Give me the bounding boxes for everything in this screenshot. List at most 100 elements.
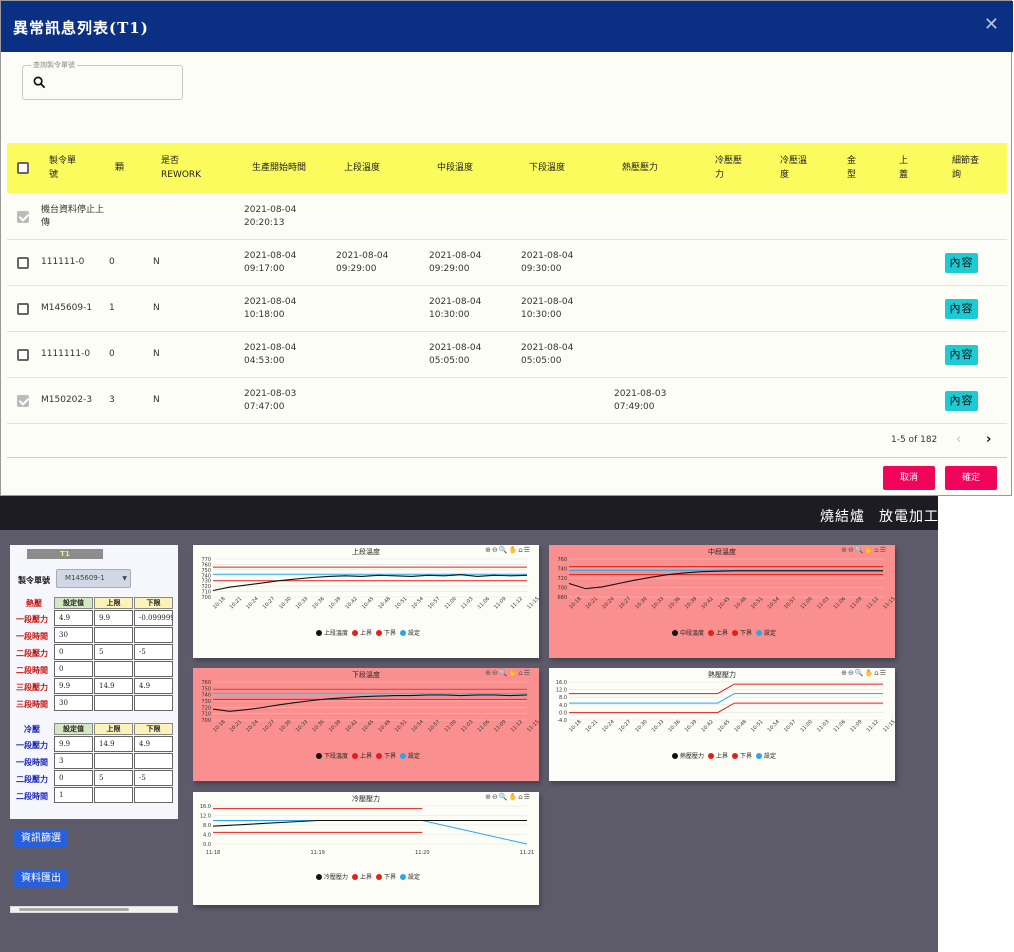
setting-value: 4.9 bbox=[134, 678, 173, 694]
x-tick-label: 10:51 bbox=[750, 719, 764, 733]
setting-value bbox=[94, 695, 133, 711]
search-field[interactable]: 查詢製令單號 bbox=[22, 60, 183, 100]
table-cell: 2021-08-04 09:29:00 bbox=[336, 250, 388, 276]
column-header: 中段溫度 bbox=[437, 161, 473, 175]
row-checkbox[interactable] bbox=[17, 395, 29, 407]
cell-time: 20:20:13 bbox=[244, 218, 285, 228]
setting-value bbox=[134, 627, 173, 643]
chart-toolbar[interactable]: ⊕⊖🔍✋⌂☰ bbox=[485, 669, 531, 677]
order-select-value: M145609-1 bbox=[65, 574, 105, 582]
order-select[interactable]: M145609-1 ▼ bbox=[56, 569, 131, 588]
y-tick-label: 680 bbox=[557, 595, 567, 601]
x-tick-label: 10:42 bbox=[344, 719, 358, 733]
detail-button[interactable]: 內容 bbox=[945, 253, 978, 273]
table-cell: N bbox=[153, 257, 160, 267]
row-checkbox[interactable] bbox=[17, 211, 29, 223]
row-label: 三段時間 bbox=[16, 699, 48, 709]
detail-button[interactable]: 內容 bbox=[945, 391, 978, 411]
close-icon[interactable]: ✕ bbox=[983, 14, 999, 35]
column-header-line: 製令單 bbox=[49, 156, 77, 166]
chart-toolbar[interactable]: ⊕⊖🔍✋⌂☰ bbox=[485, 546, 531, 554]
x-tick-label: 11:09 bbox=[493, 719, 507, 733]
legend-label: 下界 bbox=[740, 753, 753, 760]
column-header-line: 顆 bbox=[115, 163, 125, 173]
x-tick-label: 11:09 bbox=[493, 596, 507, 610]
setting-value bbox=[134, 695, 173, 711]
chart-toolbar[interactable]: ⊕⊖🔍✋⌂☰ bbox=[485, 793, 531, 801]
y-tick-label: 770 bbox=[201, 557, 211, 563]
x-tick-label: 11:12 bbox=[866, 719, 880, 733]
x-tick-label: 10:24 bbox=[601, 719, 615, 733]
series-line-actual bbox=[568, 570, 883, 590]
x-tick-label: 10:18 bbox=[212, 719, 226, 733]
chart-legend[interactable]: 熱壓壓力 上界 下界 設定 bbox=[549, 751, 895, 760]
chart-title: 上段溫度 bbox=[352, 548, 380, 556]
x-tick-label: 10:36 bbox=[667, 596, 681, 610]
x-tick-label: 10:48 bbox=[377, 719, 391, 733]
line-chart: 上段溫度 ⊕⊖🔍✋⌂☰ 770 760 750 740 730 720 710 700 10:18 1… bbox=[193, 545, 539, 658]
table-cell: M145609-1 bbox=[41, 302, 92, 315]
setting-value bbox=[94, 787, 133, 803]
row-label: 二段時間 bbox=[16, 665, 48, 675]
x-tick-label: 11:19 bbox=[310, 850, 324, 856]
cell-date: 2021-08-04 bbox=[521, 297, 574, 307]
y-tick-label: 700 bbox=[201, 718, 211, 724]
select-all-checkbox[interactable] bbox=[17, 162, 29, 174]
legend-label: 中段溫度 bbox=[679, 630, 704, 637]
cancel-button[interactable]: 取消 bbox=[883, 466, 935, 490]
x-tick-label: 11:18 bbox=[206, 850, 220, 856]
chart-toolbar[interactable]: ⊕⊖🔍✋⌂☰ bbox=[841, 546, 887, 554]
column-header: 金型 bbox=[847, 154, 856, 182]
y-tick-label: 740 bbox=[201, 573, 211, 579]
alarm-dialog: 異常訊息列表(T1) ✕ 查詢製令單號 製令單號 顆 是否 REWORK 生產開始時間 上… bbox=[0, 0, 1012, 496]
legend-label: 上界 bbox=[359, 753, 372, 760]
cell-date: 2021-08-04 bbox=[429, 343, 482, 353]
column-header-line: 力 bbox=[715, 170, 725, 180]
x-tick-label: 10:39 bbox=[328, 719, 342, 733]
table-cell: 2021-08-03 07:49:00 bbox=[614, 388, 666, 414]
filter-button[interactable]: 資訊篩選 bbox=[14, 830, 68, 848]
x-tick-label: 10:39 bbox=[328, 596, 342, 610]
cell-line: M145609-1 bbox=[41, 303, 93, 313]
row-label: 一段時間 bbox=[16, 757, 48, 767]
x-tick-label: 10:57 bbox=[427, 596, 441, 610]
x-tick-label: 11:00 bbox=[800, 596, 814, 610]
chevron-right-icon[interactable]: › bbox=[986, 432, 992, 447]
setting-value: 4.9 bbox=[134, 736, 173, 752]
chart-legend[interactable]: 下段溫度 上界 下界 設定 bbox=[193, 751, 539, 760]
nav-item-edm[interactable]: 放電加工 bbox=[879, 509, 939, 525]
line-chart: 下段溫度 ⊕⊖🔍✋⌂☰ 760 750 740 730 720 710 700 10:18 10:2… bbox=[193, 668, 539, 781]
scrollbar-thumb[interactable] bbox=[19, 908, 129, 911]
x-tick-label: 10:21 bbox=[585, 596, 599, 610]
cell-time: 10:30:00 bbox=[429, 310, 470, 320]
detail-button[interactable]: 內容 bbox=[945, 345, 978, 365]
horizontal-scrollbar[interactable] bbox=[10, 906, 178, 913]
confirm-button[interactable]: 確定 bbox=[945, 466, 997, 490]
table-cell: 2021-08-04 10:30:00 bbox=[429, 296, 481, 322]
chart-legend[interactable]: 上段溫度 上界 下界 設定 bbox=[193, 628, 539, 637]
export-button[interactable]: 資料匯出 bbox=[14, 870, 68, 888]
legend-marker bbox=[351, 753, 358, 759]
series-line-actual bbox=[212, 819, 527, 827]
cell-time: 09:30:00 bbox=[521, 264, 562, 274]
row-label: 三段壓力 bbox=[16, 682, 48, 692]
table-cell: 1111111-0 bbox=[41, 348, 90, 361]
series-line-upper bbox=[569, 683, 883, 695]
chart-legend[interactable]: 冷壓壓力 上界 下界 設定 bbox=[193, 872, 539, 881]
y-tick-label: 760 bbox=[557, 557, 567, 563]
table-cell: 2021-08-04 09:30:00 bbox=[521, 250, 573, 276]
chart-legend[interactable]: 中段溫度 上界 下界 設定 bbox=[549, 628, 895, 637]
cell-line: 傳 bbox=[41, 218, 51, 228]
x-tick-label: 10:30 bbox=[634, 596, 648, 610]
x-tick-label: 11:00 bbox=[444, 596, 458, 610]
cell-date: 2021-08-04 bbox=[521, 343, 574, 353]
chevron-left-icon[interactable]: ‹ bbox=[956, 432, 962, 447]
chart-toolbar[interactable]: ⊕⊖🔍✋⌂☰ bbox=[841, 669, 887, 677]
row-checkbox[interactable] bbox=[17, 257, 29, 269]
detail-button[interactable]: 內容 bbox=[945, 299, 978, 319]
table-cell: 2021-08-04 10:30:00 bbox=[521, 296, 573, 322]
table-cell: 2021-08-04 04:53:00 bbox=[244, 342, 296, 368]
row-checkbox[interactable] bbox=[17, 349, 29, 361]
row-checkbox[interactable] bbox=[17, 303, 29, 315]
nav-item-sintering[interactable]: 燒結爐 bbox=[820, 509, 865, 525]
